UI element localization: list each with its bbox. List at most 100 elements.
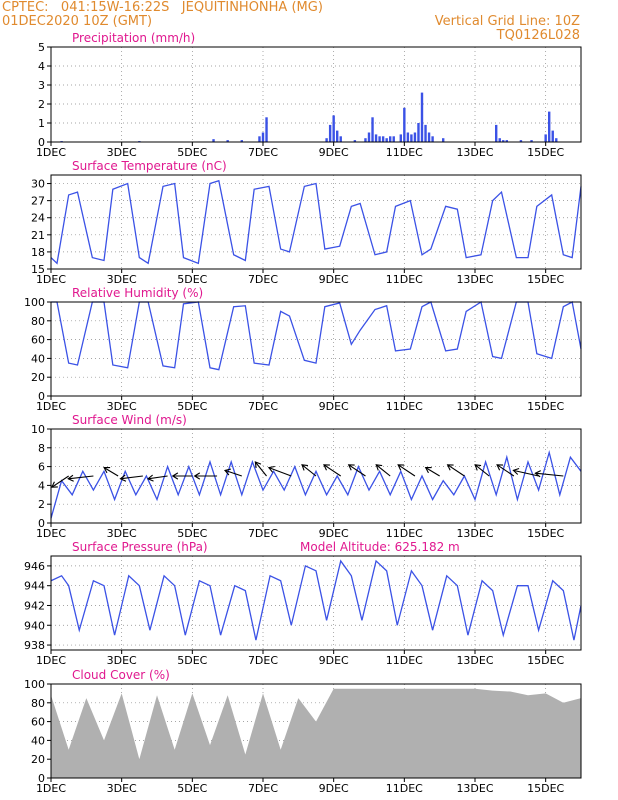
panel-6-xtick-label: 9DEC — [319, 782, 349, 795]
panel-4-wind-arrowhead — [171, 472, 179, 480]
panel-1-bar — [505, 140, 508, 142]
panel-4-wind-vector — [513, 469, 539, 477]
panel-6-ytick-label: 80 — [31, 697, 45, 710]
panel-6-ytick-label: 0 — [38, 772, 45, 785]
panel-4-wind-vector — [254, 461, 267, 477]
panel-1-xtick-label: 11DEC — [386, 146, 423, 159]
panel-1-bar — [417, 123, 420, 142]
panel-4-wind-vector — [425, 467, 440, 477]
panel-3-xtick-label: 5DEC — [177, 400, 207, 413]
panel-4-wind-vector — [147, 475, 168, 480]
panel-3-ytick-label: 80 — [31, 315, 45, 328]
panel-4-wind-vector — [323, 464, 342, 477]
panel-1-bar — [389, 136, 392, 142]
panel-4-wind-arrowhead — [323, 464, 330, 471]
panel-3-xtick-label: 15DEC — [527, 400, 564, 413]
panel-4-wind-arrowhead — [512, 467, 520, 475]
panel-2-xtick-label: 7DEC — [248, 273, 278, 286]
header-model-code: TQ0126L028 — [496, 28, 580, 43]
panel-5-frame — [50, 555, 582, 651]
panel-3-series-line — [51, 300, 582, 371]
panel-1-bar — [367, 132, 371, 142]
panel-4-wind-vector — [103, 467, 119, 477]
header-run-time: 01DEC2020 10Z (GMT) — [2, 14, 153, 29]
panel-4-wind-arrowhead — [375, 464, 383, 471]
panel-2-xtick-label: 5DEC — [177, 273, 207, 286]
header-grid-line: Vertical Grid Line: 10Z — [434, 14, 580, 29]
panel-3-ytick-label: 0 — [38, 390, 45, 403]
panel-4-wind-arrowhead — [50, 481, 58, 488]
panel-4-wind-arrowhead — [446, 464, 454, 471]
panel-4-wind-arrowhead — [267, 465, 275, 473]
panel-4-wind-vector — [51, 475, 69, 488]
panel-4-wind-arrowhead — [347, 464, 355, 471]
panel-6-xtick-label: 5DEC — [177, 782, 207, 795]
panel-1-ytick-label: 5 — [38, 41, 45, 54]
panel-1-bar — [339, 136, 342, 142]
panel-1-xtick-label: 7DEC — [248, 146, 278, 159]
panel-5-xtick-label: 13DEC — [456, 654, 493, 667]
panel-6-xtick-label: 13DEC — [456, 782, 493, 795]
panel-4-wind-vector — [348, 464, 366, 477]
panel-4-wind-vector — [301, 464, 317, 477]
panel-3-ytick-label: 20 — [31, 371, 45, 384]
panel-4-wind-arrowhead — [254, 461, 262, 469]
panel-1-bar — [212, 139, 215, 142]
panel-1-bar — [328, 124, 332, 142]
panel-2-frame — [50, 174, 582, 270]
panel-4-ytick-label: 6 — [38, 461, 45, 474]
panel-5-title: Surface Pressure (hPa) — [72, 540, 208, 554]
panel-5-ytick-label: 940 — [24, 619, 45, 632]
panel-2-xtick-label: 3DEC — [107, 273, 137, 286]
panel-6-ytick-label: 40 — [31, 734, 45, 747]
panel-4-wind-arrowhead — [193, 472, 201, 480]
panel-4-series-line — [50, 449, 582, 519]
panel-2-xtick-label: 15DEC — [527, 273, 564, 286]
panel-1-ytick-label: 4 — [38, 60, 45, 73]
panel-6-ytick-label: 60 — [31, 716, 45, 729]
panel-1-bar — [371, 117, 374, 142]
panel-1-xtick-label: 3DEC — [107, 146, 137, 159]
panel-4-wind-arrowhead — [474, 464, 482, 471]
panel-4-ytick-label: 4 — [38, 479, 45, 492]
panel-6-ytick-label: 20 — [31, 753, 45, 766]
panel-1-xtick-label: 13DEC — [456, 146, 493, 159]
panel-3-ytick-label: 40 — [31, 352, 45, 365]
panel-2-ytick-label: 27 — [31, 195, 45, 208]
panel-1-xtick-label: 1DEC — [36, 146, 66, 159]
panel-1-bar — [530, 140, 533, 142]
panel-2-ytick-label: 15 — [31, 263, 45, 276]
panel-6-ytick-label: 100 — [24, 678, 45, 691]
panel-4-wind-vector — [397, 464, 416, 477]
panel-3-xtick-label: 11DEC — [386, 400, 423, 413]
panel-1-frame — [50, 46, 582, 143]
panel-1-bar — [406, 132, 410, 142]
panel-5-series-line — [50, 559, 582, 641]
panel-1-title: Precipitation (mm/h) — [72, 31, 195, 45]
panel-4-wind-arrowhead — [146, 474, 154, 482]
panel-1-bar — [495, 124, 498, 142]
panel-4-wind-arrowhead — [119, 474, 127, 482]
panel-1-bar — [544, 134, 547, 142]
panel-1-bar — [555, 138, 558, 142]
panel-1-ytick-label: 3 — [38, 79, 45, 92]
panel-4-xtick-label: 11DEC — [386, 527, 423, 540]
panel-5-ytick-label: 944 — [24, 580, 45, 593]
panel-5-xtick-label: 3DEC — [107, 654, 137, 667]
panel-4-wind-arrowhead — [424, 467, 432, 474]
panel-4-wind-arrowhead — [67, 474, 74, 482]
panel-6-xtick-label: 15DEC — [527, 782, 564, 795]
panel-1-bar — [240, 140, 243, 142]
panel-4-wind-vector — [268, 467, 292, 477]
panel-5-xtick-label: 9DEC — [319, 654, 349, 667]
panel-1-bar — [403, 107, 406, 142]
panel-6-xtick-label: 1DEC — [36, 782, 66, 795]
panel-4-xtick-label: 5DEC — [177, 527, 207, 540]
panel-6-frame — [50, 683, 582, 779]
panel-1-bar — [424, 124, 427, 142]
panel-2-ytick-label: 21 — [31, 229, 45, 242]
panel-1-bar — [378, 136, 381, 142]
panel-4-wind-vector — [375, 464, 391, 477]
panel-4-xtick-label: 9DEC — [319, 527, 349, 540]
